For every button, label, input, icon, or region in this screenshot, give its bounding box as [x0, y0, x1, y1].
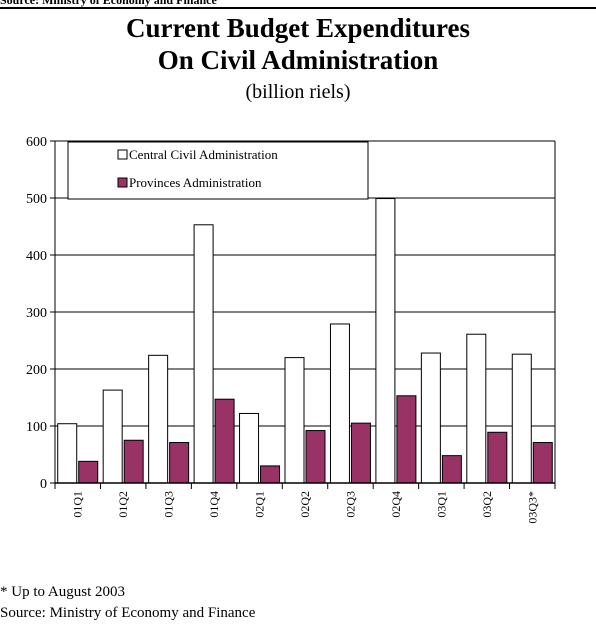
x-tick-label: 02Q2 — [298, 491, 312, 518]
bar-provinces — [169, 442, 190, 484]
bar-central — [466, 333, 487, 484]
source-note: Source: Ministry of Economy and Finance — [0, 605, 256, 621]
chart-title-line-2: On Civil Administration — [157, 45, 439, 75]
x-tick-label: 01Q2 — [116, 491, 130, 518]
chart-subtitle: (billion riels) — [245, 81, 351, 103]
bar-central — [57, 423, 78, 484]
bar-provinces — [487, 431, 508, 484]
x-tick-label: 01Q4 — [207, 491, 221, 518]
legend-label-central: Central Civil Administration — [129, 147, 278, 162]
legend-label-provinces: Provinces Administration — [129, 175, 262, 190]
x-tick-label: 03Q3* — [525, 491, 539, 524]
x-tick-label: 02Q4 — [389, 491, 403, 518]
legend-swatch-provinces — [117, 177, 128, 188]
y-tick-label: 400 — [26, 249, 47, 264]
y-tick-label: 0 — [40, 477, 47, 492]
top-source-caption: Source: Ministry of Economy and Finance — [0, 0, 217, 7]
bar-central — [375, 198, 396, 484]
bar-provinces — [78, 460, 99, 484]
top-divider — [0, 7, 596, 9]
chart-title-line-1: Current Budget Expenditures — [125, 13, 471, 43]
bar-provinces — [350, 422, 371, 484]
y-tick-label: 200 — [26, 363, 47, 378]
legend-swatch-central — [117, 149, 128, 160]
bar-provinces — [214, 398, 235, 484]
bar-provinces — [532, 442, 553, 484]
bar-central — [511, 353, 532, 484]
bar-central — [193, 224, 214, 484]
bar-central — [239, 412, 260, 484]
footnote: * Up to August 2003 — [0, 584, 126, 600]
x-tick-label: 01Q3 — [162, 491, 176, 518]
y-tick-label: 100 — [26, 420, 47, 435]
x-tick-label: 03Q2 — [480, 491, 494, 518]
x-tick-label: 02Q3 — [343, 491, 357, 518]
y-tick-label: 600 — [26, 135, 47, 150]
bar-provinces — [441, 455, 462, 484]
bar-provinces — [396, 395, 417, 484]
x-tick-label: 02Q1 — [253, 491, 267, 518]
x-tick-label: 03Q1 — [434, 491, 448, 518]
bar-central — [329, 323, 350, 484]
bar-provinces — [260, 465, 281, 484]
bar-provinces — [123, 439, 144, 484]
y-tick-label: 500 — [26, 192, 47, 207]
bar-central — [284, 357, 305, 484]
y-tick-label: 300 — [26, 306, 47, 321]
bar-chart: 0 100 200 300 400 500 600 01Q1 01Q2 01Q3 01Q4 02Q1 0… — [26, 135, 556, 524]
x-tick-label: 01Q1 — [71, 491, 85, 518]
bar-provinces — [305, 430, 326, 484]
bar-central — [102, 389, 123, 484]
bar-central — [420, 352, 441, 484]
bar-central — [148, 354, 169, 484]
